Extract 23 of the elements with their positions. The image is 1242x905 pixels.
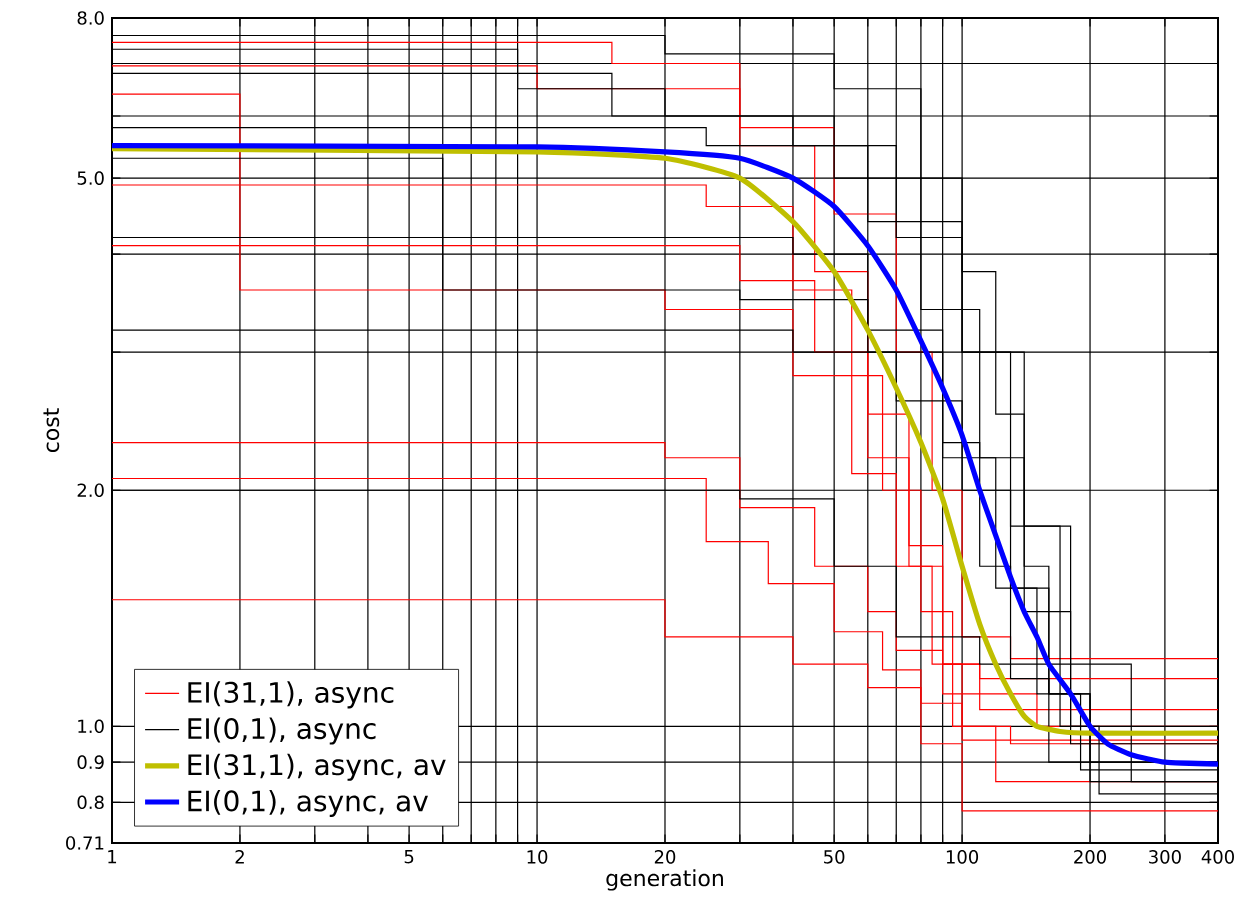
legend-label: EI(0,1), async, av [188,789,428,817]
x-tick-label: 100 [946,850,979,864]
y-tick-label: 0.8 [77,795,104,810]
x-tick-label: 400 [1201,850,1234,864]
x-tick-label: 300 [1149,850,1181,864]
y-tick-label: 1.0 [78,719,104,734]
y-tick-label: 0.71 [66,836,104,850]
x-tick-label: 2 [235,850,244,864]
x-tick-label: 1 [108,850,117,864]
legend-label: EI(31,1), async, av [188,753,446,781]
y-axis-title: cost [43,408,60,453]
x-tick-label: 10 [527,850,548,864]
x-axis-title: generation [606,869,723,891]
y-tick-label: 2.0 [77,483,104,498]
legend-label: EI(0,1), async [188,717,376,745]
y-tick-label: 5.0 [77,171,104,185]
x-tick-label: 20 [654,850,676,864]
y-tick-label: 0.9 [77,755,104,769]
legend-label: EI(31,1), async [188,681,394,709]
x-tick-label: 5 [404,850,414,864]
x-tick-label: 200 [1074,850,1107,864]
y-tick-label: 8.0 [77,11,104,25]
x-tick-label: 50 [824,850,845,864]
